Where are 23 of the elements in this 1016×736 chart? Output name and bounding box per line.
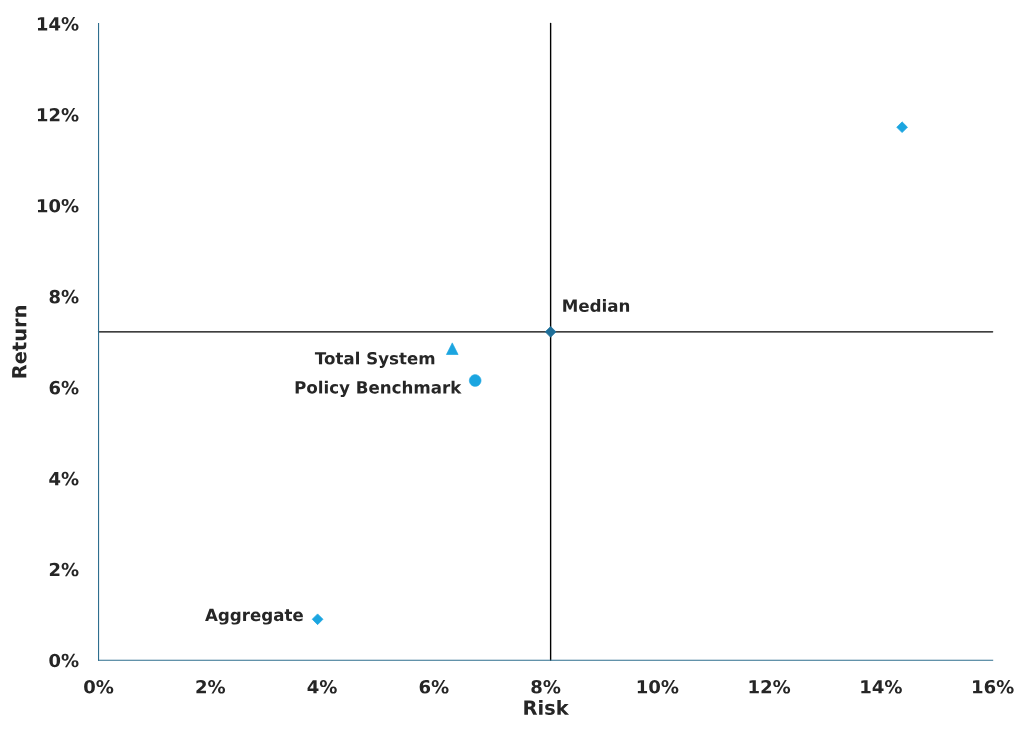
x-axis-title: Risk [524, 699, 570, 715]
x-tick-label: 10% [637, 679, 679, 694]
x-tick-label: 6% [419, 679, 449, 694]
series-label: Aggregate [205, 608, 303, 625]
y-tick-label: 14% [37, 17, 79, 31]
y-tick-label: 8% [49, 289, 79, 304]
series-label: Total System [314, 351, 435, 368]
x-tick-label: 2% [196, 679, 226, 694]
y-tick-label: 4% [49, 471, 79, 486]
x-tick-label: 14% [861, 679, 902, 694]
y-tick-label: 2% [49, 562, 79, 577]
x-tick-label: 8% [531, 679, 561, 694]
x-tick-label: 12% [749, 679, 791, 694]
y-tick-label: 0% [49, 653, 79, 668]
y-axis-title: Return [12, 306, 27, 378]
x-tick-label: 0% [84, 679, 114, 694]
y-tick-label: 10% [37, 198, 79, 213]
y-tick-label: 6% [49, 380, 79, 395]
x-tick-label: 16% [973, 679, 1014, 694]
series-label: Median [563, 299, 630, 312]
y-tick-label: 12% [37, 107, 79, 122]
x-tick-label: 4% [307, 679, 337, 694]
series-label: Policy Benchmark [295, 380, 462, 397]
